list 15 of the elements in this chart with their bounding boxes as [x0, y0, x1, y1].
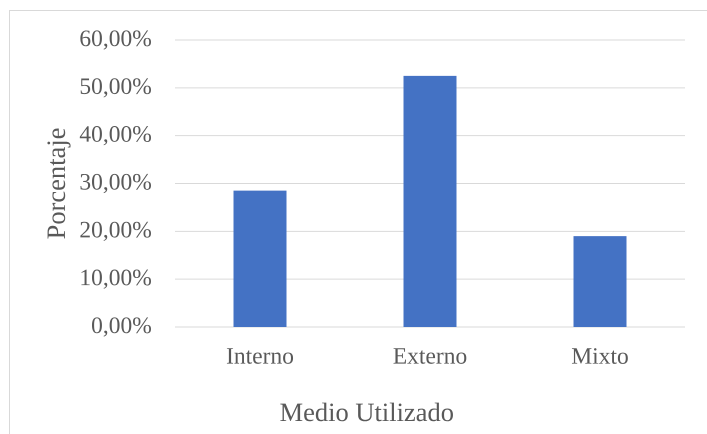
x-axis-title: Medio Utilizado: [280, 402, 453, 422]
bar: [404, 76, 456, 327]
y-tick-label: 20,00%: [80, 222, 151, 241]
y-tick-label: 10,00%: [81, 270, 151, 289]
x-tick-label: Externo: [393, 348, 466, 364]
y-tick-label: 30,00%: [80, 174, 151, 194]
x-tick-label: Mixto: [572, 348, 628, 364]
y-tick-label: 50,00%: [80, 78, 151, 98]
bar: [234, 190, 287, 327]
y-tick-label: 60,00%: [80, 30, 151, 50]
y-tick-label: 0,00%: [92, 317, 151, 337]
x-tick-label: Interno: [226, 348, 294, 364]
y-tick-label: 40,00%: [80, 126, 151, 146]
y-axis-title: Porcentaje: [47, 128, 71, 239]
bar: [574, 236, 627, 327]
